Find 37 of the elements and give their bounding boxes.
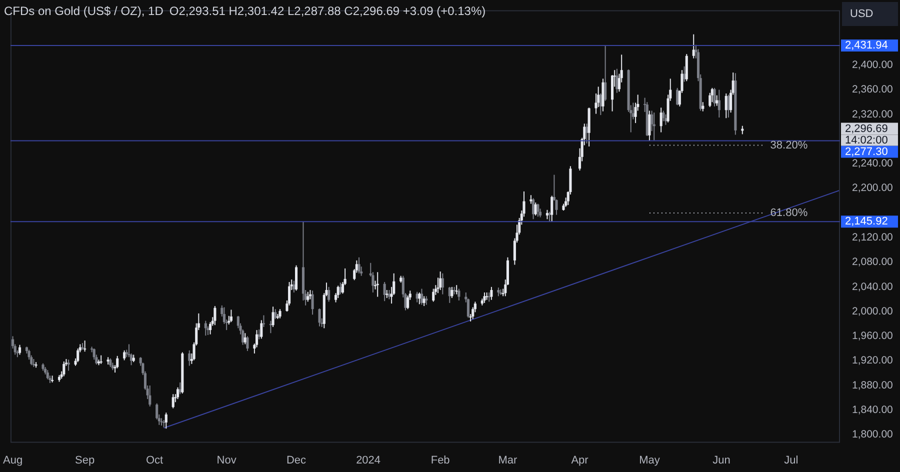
x-tick-label: Jun	[712, 454, 730, 466]
x-tick-label: Dec	[286, 454, 307, 466]
x-tick-label: Nov	[216, 454, 237, 466]
x-tick-label: Feb	[430, 454, 450, 466]
ref-line-label: 2,145.92	[845, 216, 888, 228]
ref-line-label: 2,431.94	[845, 39, 888, 52]
chart-subtitle: O2,293.51 H2,301.42 L2,287.88 C2,296.69 +3.09 (+0.13%)	[169, 4, 486, 18]
y-tick-label: 2,040.00	[852, 280, 894, 293]
x-tick-label: Oct	[146, 454, 164, 466]
x-tick-label: Mar	[498, 454, 518, 466]
y-tick-label: 1,800.00	[852, 428, 894, 441]
y-tick-label: 1,920.00	[852, 354, 894, 367]
y-tick-label: 2,400.00	[852, 59, 894, 72]
ref-line-label: 2,277.30	[845, 146, 888, 158]
y-tick-label: 2,120.00	[852, 232, 894, 244]
candlestick	[84, 340, 86, 352]
x-tick-label: Aug	[2, 454, 23, 466]
y-tick-label: 2,240.00	[852, 158, 894, 170]
annotation: 38.20%	[770, 139, 808, 152]
y-tick-label: 1,960.00	[852, 330, 894, 342]
x-tick-label: 2024	[356, 454, 381, 466]
text: USD	[850, 8, 874, 20]
chart-title: CFDs on Gold (US$ / OZ), 1D	[4, 4, 164, 18]
y-tick-label: 2,360.00	[852, 84, 894, 96]
y-tick-label: 2,200.00	[852, 182, 894, 194]
y-tick-label: 2,000.00	[852, 305, 894, 318]
x-tick-label: Apr	[571, 454, 589, 466]
y-tick-label: 1,840.00	[852, 404, 894, 416]
x-tick-label: Sep	[75, 454, 95, 466]
y-tick-label: 1,880.00	[852, 379, 894, 392]
x-tick-label: Jul	[784, 454, 798, 466]
annotation: 61.80%	[770, 207, 808, 220]
y-tick-label: 2,320.00	[852, 108, 894, 120]
y-tick-label: 2,080.00	[852, 256, 894, 268]
x-tick-label: May	[639, 454, 660, 466]
text: 14:02:00	[845, 134, 888, 146]
text: 2,296.69	[845, 122, 888, 135]
